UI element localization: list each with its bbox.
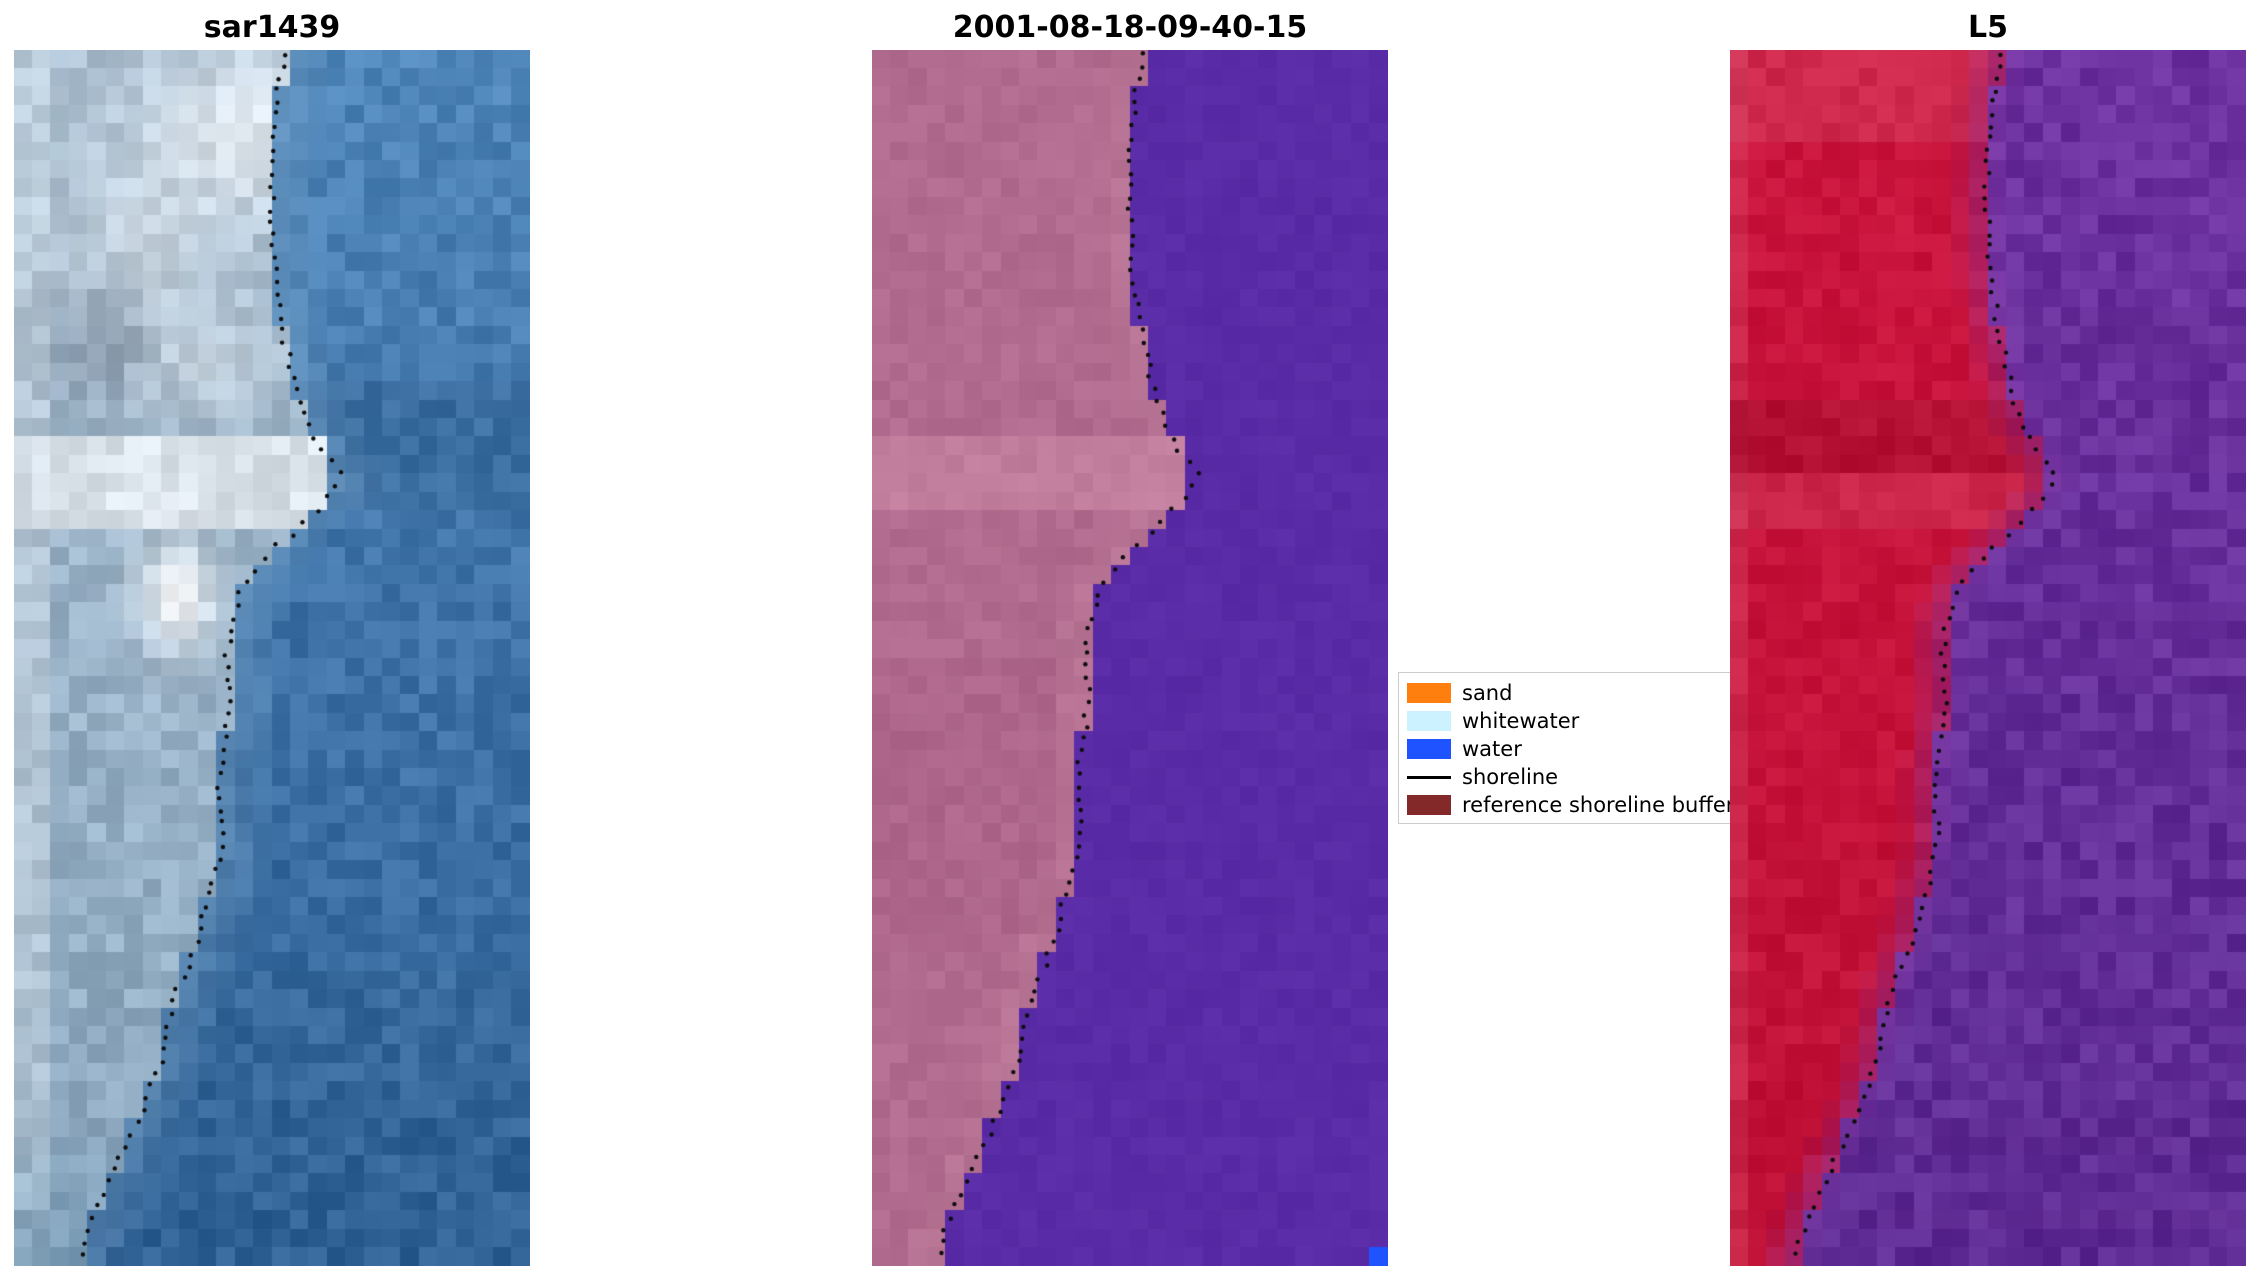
reference-buffer-swatch — [1407, 795, 1451, 815]
classified-image-canvas — [872, 50, 1388, 1266]
l5-image-canvas — [1730, 50, 2246, 1266]
panel-title: sar1439 — [203, 10, 341, 45]
legend-row-whitewater: whitewater — [1407, 707, 1742, 735]
legend-label: water — [1462, 737, 1522, 761]
legend-label: shoreline — [1462, 765, 1559, 789]
sar-image-canvas — [14, 50, 530, 1266]
panel-title: 2001-08-18-09-40-15 — [952, 10, 1308, 45]
legend: sand whitewater water shoreline referenc… — [1398, 672, 1743, 824]
legend-row-reference-buffer: reference shoreline buffer — [1407, 791, 1742, 819]
legend-label: reference shoreline buffer — [1462, 793, 1735, 817]
sand-swatch — [1407, 683, 1451, 703]
legend-label: sand — [1462, 681, 1513, 705]
water-swatch — [1407, 739, 1451, 759]
whitewater-swatch — [1407, 711, 1451, 731]
panel-l5: L5 — [1730, 6, 2246, 1266]
legend-label: whitewater — [1462, 709, 1580, 733]
legend-row-water: water — [1407, 735, 1742, 763]
legend-row-sand: sand — [1407, 679, 1742, 707]
panel-sar1439: sar1439 — [14, 6, 530, 1266]
legend-row-shoreline: shoreline — [1407, 763, 1742, 791]
panel-classified: 2001-08-18-09-40-15 — [872, 6, 1388, 1266]
shoreline-swatch — [1407, 775, 1451, 779]
panel-title: L5 — [1968, 10, 2008, 45]
